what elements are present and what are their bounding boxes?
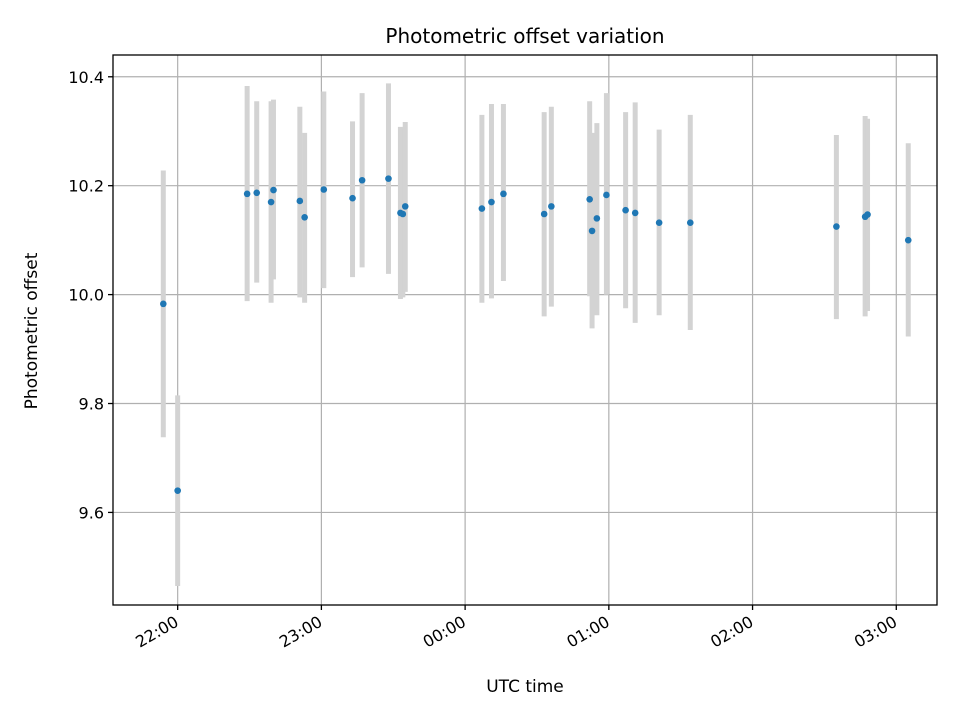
data-point	[253, 189, 261, 197]
grid-lines	[113, 55, 937, 605]
data-point	[603, 191, 610, 199]
data-point	[320, 186, 328, 193]
data-point	[160, 300, 167, 308]
data-point	[686, 219, 694, 227]
x-tick-label: 23:00	[276, 612, 325, 652]
chart-title: Photometric offset variation	[385, 24, 664, 48]
data-point	[622, 206, 629, 214]
x-tick-label: 02:00	[707, 612, 756, 652]
x-tick-label: 22:00	[132, 612, 181, 652]
data-point	[478, 205, 486, 212]
data-point	[655, 219, 663, 227]
data-point	[586, 196, 593, 203]
data-point	[243, 190, 251, 198]
data-point	[548, 203, 555, 210]
data-point	[267, 198, 275, 206]
data-point	[385, 175, 392, 182]
data-point	[864, 211, 871, 218]
axes-frame	[112, 54, 938, 606]
data-point	[301, 213, 308, 221]
x-tick-label: 01:00	[563, 612, 612, 652]
data-point	[500, 190, 507, 198]
data-point	[540, 210, 548, 218]
x-axis-label: UTC time	[486, 677, 564, 697]
error-bars	[160, 83, 911, 586]
data-point	[358, 176, 366, 184]
data-point	[296, 197, 304, 205]
data-point	[270, 186, 277, 194]
data-point	[399, 210, 407, 218]
x-tick-label: 00:00	[420, 612, 469, 652]
data-points	[160, 175, 912, 494]
y-axis-label: Photometric offset	[22, 252, 42, 409]
y-tick-label: 9.6	[79, 503, 104, 522]
data-point	[488, 198, 495, 206]
data-point	[631, 209, 639, 217]
x-tick-label: 03:00	[851, 612, 900, 652]
data-point	[904, 236, 912, 244]
y-tick-label: 10.4	[68, 68, 104, 87]
data-point	[349, 194, 356, 202]
y-tick-label: 10.0	[68, 286, 104, 305]
data-point	[401, 203, 409, 210]
y-tick-label: 10.2	[68, 177, 104, 196]
data-point	[588, 227, 596, 235]
data-point	[593, 215, 601, 222]
y-tick-label: 9.8	[79, 395, 104, 414]
data-point	[833, 223, 840, 230]
data-point	[174, 487, 181, 494]
